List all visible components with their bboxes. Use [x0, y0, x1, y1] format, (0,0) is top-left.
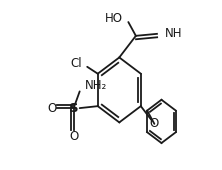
Text: NH₂: NH₂ — [85, 79, 107, 92]
Text: O: O — [150, 117, 159, 130]
Text: HO: HO — [105, 12, 123, 25]
Text: O: O — [47, 102, 56, 115]
Text: NH: NH — [165, 27, 182, 40]
Text: S: S — [69, 102, 78, 115]
Text: O: O — [69, 130, 78, 143]
Text: Cl: Cl — [70, 57, 82, 70]
